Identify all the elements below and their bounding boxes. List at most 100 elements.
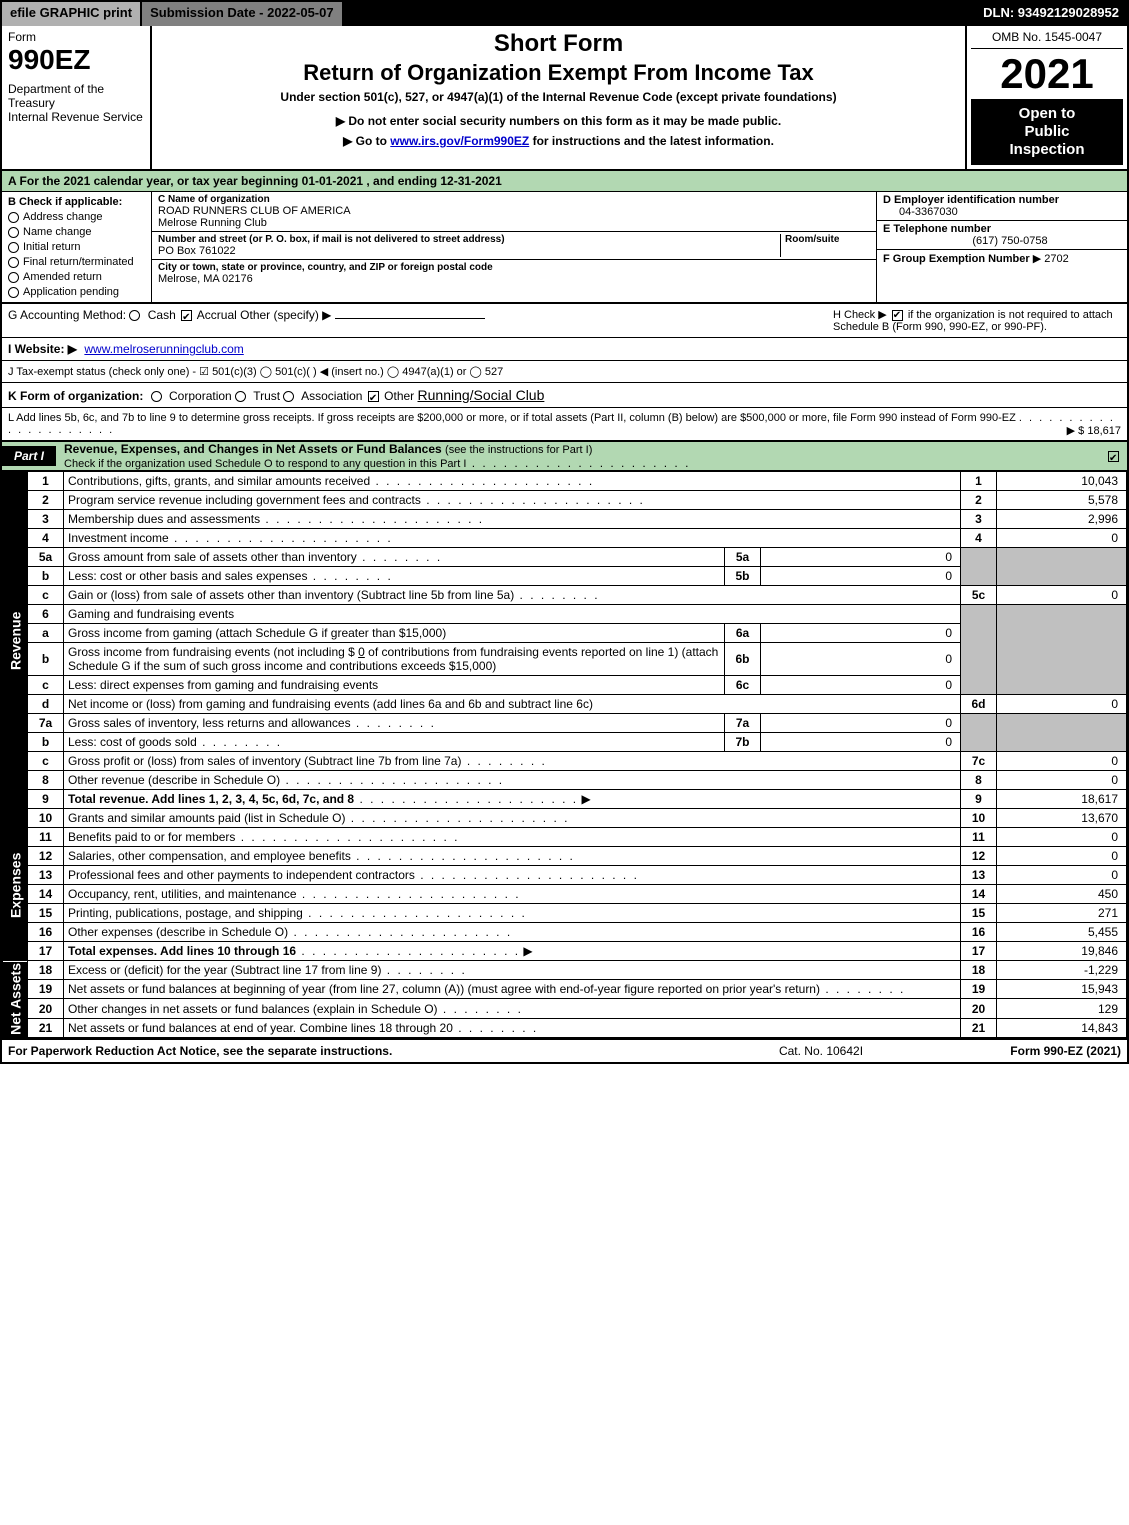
i-label: I Website: ▶ [8, 342, 77, 356]
check-schedule-b[interactable] [892, 310, 903, 321]
line-12: 12Salaries, other compensation, and empl… [3, 847, 1127, 866]
ssn-warning: ▶ Do not enter social security numbers o… [160, 114, 957, 128]
line-1: Revenue 1 Contributions, gifts, grants, … [3, 472, 1127, 491]
part-1-checkbox[interactable] [1108, 451, 1119, 462]
row-g-h: G Accounting Method: Cash Accrual Other … [2, 304, 1127, 338]
header-row: Form 990EZ Department of the Treasury In… [2, 26, 1127, 171]
cell-org-name: C Name of organization ROAD RUNNERS CLUB… [152, 192, 876, 232]
submission-date: Submission Date - 2022-05-07 [140, 2, 342, 26]
part-1-table: Revenue 1 Contributions, gifts, grants, … [2, 471, 1127, 1038]
check-initial-return[interactable]: Initial return [8, 241, 145, 253]
org-name-2: Melrose Running Club [158, 217, 870, 229]
line-11: 11Benefits paid to or for members110 [3, 828, 1127, 847]
irs-link[interactable]: www.irs.gov/Form990EZ [390, 134, 529, 148]
line-8: 8Other revenue (describe in Schedule O)8… [3, 771, 1127, 790]
cell-ein: D Employer identification number 04-3367… [877, 192, 1127, 221]
part-1-header: Part I Revenue, Expenses, and Changes in… [2, 442, 1127, 471]
group-value: ▶ 2702 [1033, 253, 1069, 265]
row-g: G Accounting Method: Cash Accrual Other … [2, 304, 827, 337]
room-label: Room/suite [785, 234, 870, 245]
form-word: Form [8, 30, 144, 44]
line-13: 13Professional fees and other payments t… [3, 866, 1127, 885]
group-label: F Group Exemption Number [883, 253, 1030, 265]
col-c-org-info: C Name of organization ROAD RUNNERS CLUB… [152, 192, 877, 302]
check-corporation[interactable] [151, 391, 162, 402]
cell-address: Number and street (or P. O. box, if mail… [152, 232, 876, 260]
footer-right: Form 990-EZ (2021) [921, 1044, 1121, 1058]
check-other-org[interactable] [368, 391, 379, 402]
short-form-title: Short Form [160, 30, 957, 58]
goto-post: for instructions and the latest informat… [529, 134, 774, 148]
l-text: L Add lines 5b, 6c, and 7b to line 9 to … [8, 412, 1016, 424]
k-label: K Form of organization: [8, 389, 143, 403]
line-7a: 7aGross sales of inventory, less returns… [3, 714, 1127, 733]
line-15: 15Printing, publications, postage, and s… [3, 904, 1127, 923]
header-right: OMB No. 1545-0047 2021 Open to Public In… [967, 26, 1127, 169]
footer-center: Cat. No. 10642I [721, 1044, 921, 1058]
city-label: City or town, state or province, country… [158, 262, 870, 273]
line-4: 4Investment income40 [3, 529, 1127, 548]
row-j: J Tax-exempt status (check only one) - ☑… [2, 361, 1127, 383]
side-label-revenue: Revenue [3, 472, 28, 809]
line-3: 3Membership dues and assessments32,996 [3, 510, 1127, 529]
check-name-change[interactable]: Name change [8, 226, 145, 238]
open-l1: Open to [975, 105, 1119, 123]
check-accrual[interactable] [181, 310, 192, 321]
line-14: 14Occupancy, rent, utilities, and mainte… [3, 885, 1127, 904]
line-7b: bLess: cost of goods sold7b0 [3, 733, 1127, 752]
org-name-label: C Name of organization [158, 194, 870, 205]
check-final-return[interactable]: Final return/terminated [8, 256, 145, 268]
part-1-title: Revenue, Expenses, and Changes in Net As… [64, 442, 442, 456]
omb-number: OMB No. 1545-0047 [971, 30, 1123, 49]
open-to-public-box: Open to Public Inspection [971, 99, 1123, 165]
other-specify-blank [335, 318, 485, 319]
l-amount: ▶ $ 18,617 [1067, 424, 1121, 437]
row-k: K Form of organization: Corporation Trus… [2, 383, 1127, 408]
line-17: 17Total expenses. Add lines 10 through 1… [3, 942, 1127, 961]
form-title: Return of Organization Exempt From Incom… [160, 60, 957, 86]
line-6d: dNet income or (loss) from gaming and fu… [3, 695, 1127, 714]
tax-year: 2021 [971, 53, 1123, 95]
open-l2: Public [975, 123, 1119, 141]
check-address-change[interactable]: Address change [8, 211, 145, 223]
top-bar-spacer [342, 2, 976, 26]
form-container: efile GRAPHIC print Submission Date - 20… [0, 0, 1129, 1064]
header-left: Form 990EZ Department of the Treasury In… [2, 26, 152, 169]
check-trust[interactable] [235, 391, 246, 402]
col-b-checkboxes: B Check if applicable: Address change Na… [2, 192, 152, 302]
line-16: 16Other expenses (describe in Schedule O… [3, 923, 1127, 942]
phone-value: (617) 750-0758 [883, 235, 1121, 247]
side-label-netassets: Net Assets [3, 961, 28, 1038]
department-label: Department of the Treasury Internal Reve… [8, 82, 144, 124]
city-value: Melrose, MA 02176 [158, 273, 870, 285]
top-bar: efile GRAPHIC print Submission Date - 20… [2, 2, 1127, 26]
website-link[interactable]: www.melroserunningclub.com [84, 342, 243, 356]
check-application-pending[interactable]: Application pending [8, 286, 145, 298]
other-org-value: Running/Social Club [418, 387, 545, 403]
check-cash[interactable] [129, 310, 140, 321]
line-10: Expenses 10Grants and similar amounts pa… [3, 809, 1127, 828]
address-label: Number and street (or P. O. box, if mail… [158, 234, 780, 245]
header-center: Short Form Return of Organization Exempt… [152, 26, 967, 169]
part-1-label: Part I [2, 446, 56, 466]
check-amended-return[interactable]: Amended return [8, 271, 145, 283]
dln-label: DLN: 93492129028952 [975, 2, 1127, 26]
check-association[interactable] [283, 391, 294, 402]
goto-pre: ▶ Go to [343, 134, 390, 148]
g-label: G Accounting Method: [8, 308, 126, 322]
line-9: 9Total revenue. Add lines 1, 2, 3, 4, 5c… [3, 790, 1127, 809]
ein-label: D Employer identification number [883, 194, 1121, 206]
line-6: 6Gaming and fundraising events [3, 605, 1127, 624]
info-block: B Check if applicable: Address change Na… [2, 192, 1127, 304]
cell-group: F Group Exemption Number ▶ 2702 [877, 250, 1127, 267]
col-d-ids: D Employer identification number 04-3367… [877, 192, 1127, 302]
row-a-tax-year: A For the 2021 calendar year, or tax yea… [2, 171, 1127, 192]
row-i: I Website: ▶ www.melroserunningclub.com [2, 338, 1127, 361]
line-19: 19Net assets or fund balances at beginni… [3, 980, 1127, 999]
phone-label: E Telephone number [883, 223, 1121, 235]
line-21: 21Net assets or fund balances at end of … [3, 1018, 1127, 1037]
line-2: 2Program service revenue including gover… [3, 491, 1127, 510]
line-5a: 5aGross amount from sale of assets other… [3, 548, 1127, 567]
form-number: 990EZ [8, 44, 144, 76]
side-label-expenses: Expenses [3, 809, 28, 961]
